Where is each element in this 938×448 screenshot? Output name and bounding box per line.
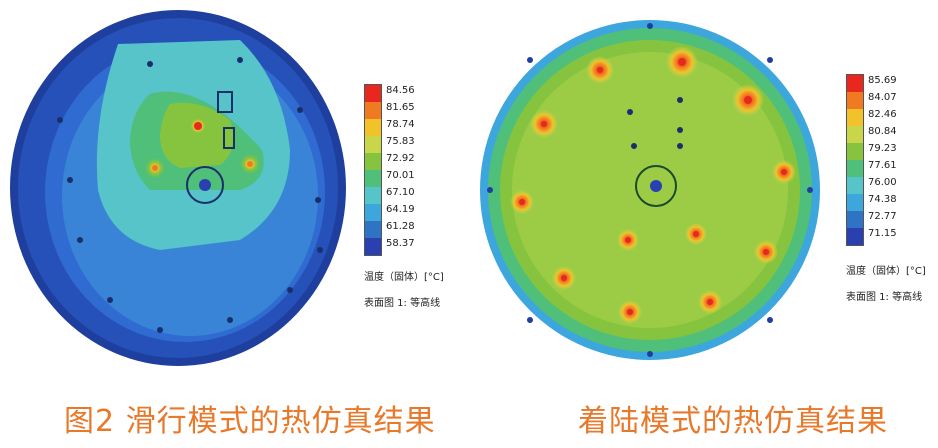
glide-legend-sublabel: 表面图 1: 等高线 [364, 298, 441, 309]
landing-legend-sublabel: 表面图 1: 等高线 [846, 292, 923, 303]
landing-legend-tick: 80.84 [868, 126, 897, 137]
glide-legend-swatch [365, 187, 381, 204]
glide-legend-swatch [365, 170, 381, 187]
landing-mode-panel: 85.69 84.07 82.46 80.84 79.23 77.61 76.00 74.38… [470, 0, 938, 380]
landing-legend-tick: 82.46 [868, 109, 897, 120]
landing-legend-tick: 71.15 [868, 228, 897, 239]
landing-legend-swatch [847, 126, 863, 143]
landing-color-bar [846, 74, 864, 246]
landing-legend-swatch [847, 92, 863, 109]
glide-legend-swatch [365, 153, 381, 170]
glide-legend-swatch [365, 204, 381, 221]
landing-legend-tick: 72.77 [868, 211, 897, 222]
glide-legend-tick: 72.92 [386, 153, 415, 164]
landing-legend-tick: 74.38 [868, 194, 897, 205]
landing-legend-swatch [847, 75, 863, 92]
glide-legend-swatch [365, 221, 381, 238]
landing-legend-swatch [847, 143, 863, 160]
glide-mode-panel: 84.56 81.65 78.74 75.83 72.92 70.01 67.10 64.19… [0, 0, 460, 380]
glide-legend-swatch [365, 238, 381, 255]
glide-legend-tick: 75.83 [386, 136, 415, 147]
landing-legend-swatch [847, 160, 863, 177]
glide-color-bar [364, 84, 382, 256]
glide-caption: 图2 滑行模式的热仿真结果 [64, 404, 436, 439]
landing-legend-swatch [847, 211, 863, 228]
landing-legend-unit: 温度（固体）[°C] [846, 266, 926, 277]
landing-legend-swatch [847, 177, 863, 194]
glide-thermal-plot [10, 10, 346, 366]
landing-thermal-plot [480, 20, 820, 360]
landing-legend-tick: 76.00 [868, 177, 897, 188]
glide-legend-swatch [365, 119, 381, 136]
glide-legend-tick: 84.56 [386, 85, 415, 96]
glide-legend-swatch [365, 136, 381, 153]
landing-legend-swatch [847, 194, 863, 211]
landing-legend-tick: 79.23 [868, 143, 897, 154]
landing-legend-tick: 77.61 [868, 160, 897, 171]
glide-legend-swatch [365, 85, 381, 102]
glide-legend-tick: 78.74 [386, 119, 415, 130]
landing-legend-swatch [847, 109, 863, 126]
glide-legend-unit: 温度（固体）[°C] [364, 272, 444, 283]
glide-legend-tick: 70.01 [386, 170, 415, 181]
landing-caption: 着陆模式的热仿真结果 [578, 404, 888, 439]
glide-legend-tick: 67.10 [386, 187, 415, 198]
landing-legend-tick: 84.07 [868, 92, 897, 103]
glide-legend-tick: 81.65 [386, 102, 415, 113]
glide-legend-tick: 61.28 [386, 221, 415, 232]
glide-legend-tick: 58.37 [386, 238, 415, 249]
glide-legend-swatch [365, 102, 381, 119]
glide-legend-tick: 64.19 [386, 204, 415, 215]
landing-legend-swatch [847, 228, 863, 245]
landing-legend-tick: 85.69 [868, 75, 897, 86]
